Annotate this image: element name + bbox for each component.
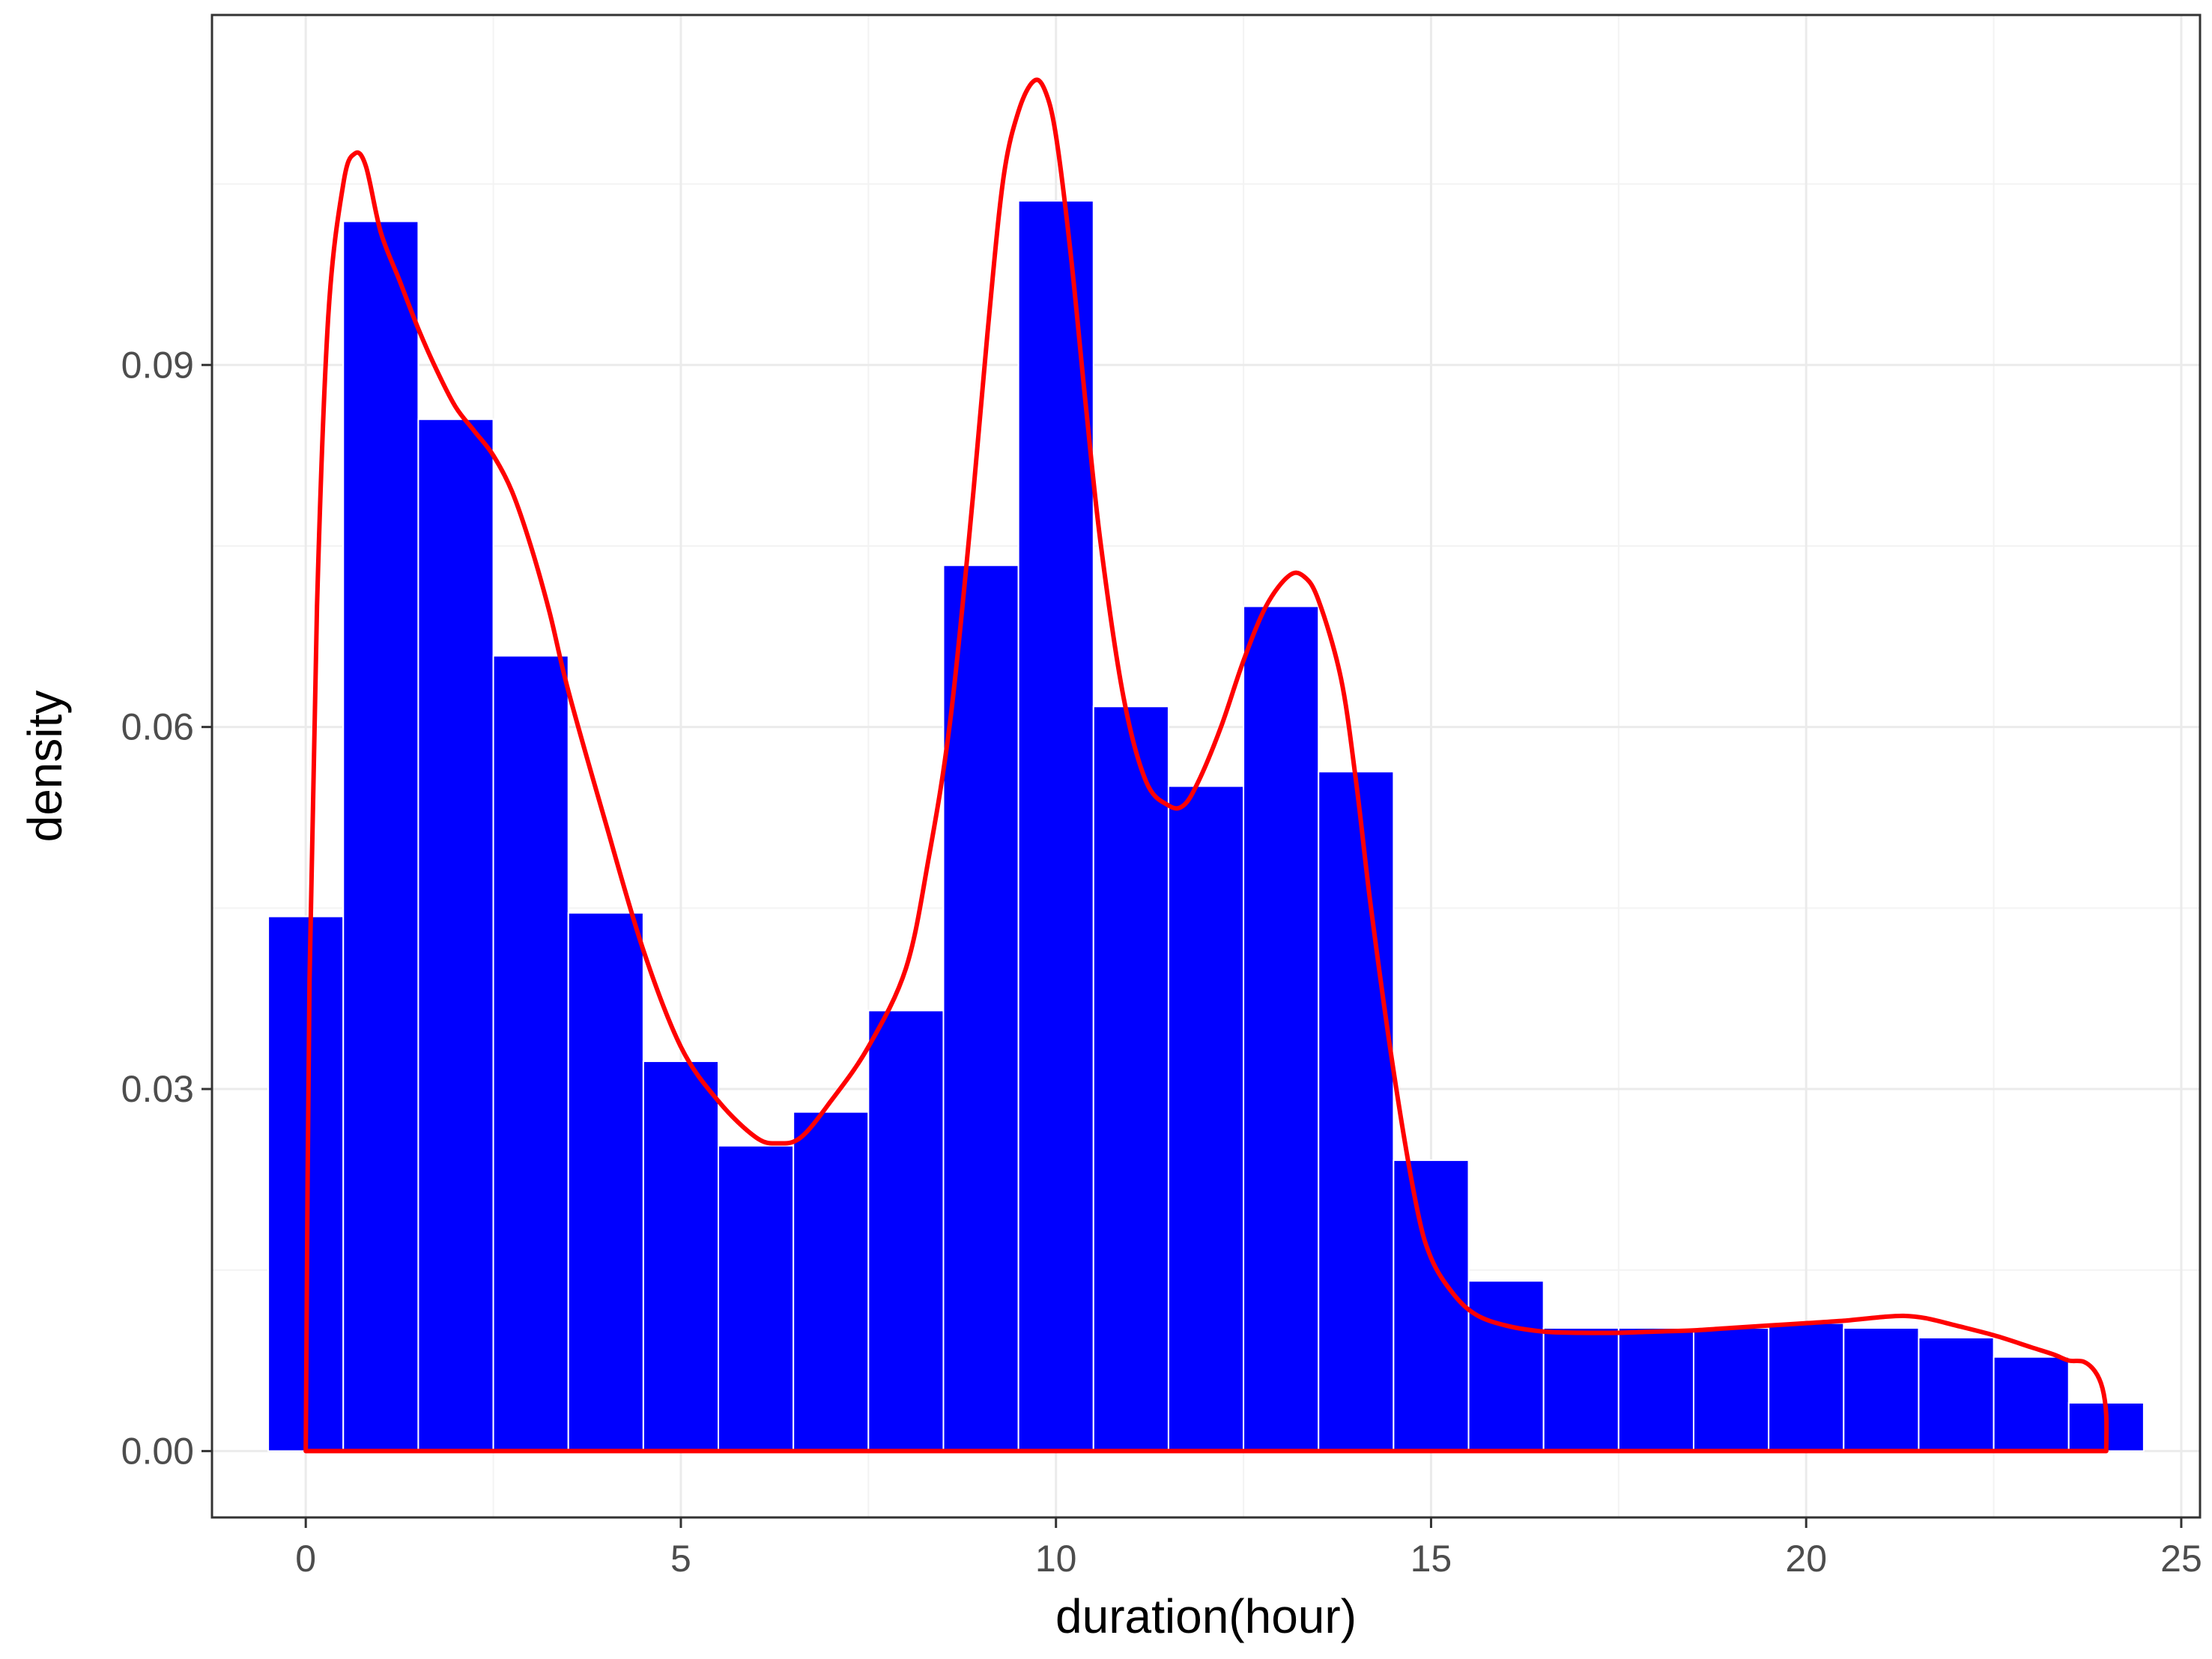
- histogram-bar: [793, 1111, 870, 1452]
- histogram-bar: [1843, 1327, 1920, 1452]
- y-tick-label: 0.09: [121, 344, 194, 386]
- x-axis-tick-labels: 0 5 10 15 20 25: [295, 1538, 2202, 1580]
- histogram-bars: [267, 200, 2145, 1452]
- x-tick-label: 20: [1785, 1538, 1827, 1580]
- axis-ticks: [201, 363, 2183, 1528]
- y-tick-label: 0.06: [121, 706, 194, 748]
- histogram-bar: [1768, 1322, 1845, 1452]
- x-tick-label: 10: [1035, 1538, 1077, 1580]
- x-tick-label: 5: [670, 1538, 691, 1580]
- y-tick-label: 0.00: [121, 1430, 194, 1472]
- x-tick-label: 25: [2160, 1538, 2202, 1580]
- histogram-bar: [1393, 1159, 1470, 1452]
- histogram-bar: [492, 655, 569, 1452]
- histogram-bar: [417, 418, 494, 1452]
- histogram-bar: [942, 564, 1019, 1452]
- histogram-bar: [1617, 1327, 1694, 1452]
- histogram-bar: [1092, 706, 1169, 1452]
- x-tick-label: 0: [295, 1538, 316, 1580]
- panel-border: [210, 13, 2202, 1519]
- x-tick-label: 15: [1410, 1538, 1452, 1580]
- y-axis-title: density: [18, 691, 72, 843]
- y-axis-tick-labels: 0.00 0.03 0.06 0.09: [121, 344, 194, 1472]
- histogram-bar: [1993, 1356, 2070, 1452]
- x-axis-title: duration(hour): [1055, 1589, 1357, 1643]
- y-tick-label: 0.03: [121, 1068, 194, 1110]
- histogram-bar: [1918, 1336, 1995, 1452]
- histogram-bar: [642, 1060, 720, 1452]
- histogram-bar: [718, 1144, 795, 1452]
- density-curve: [303, 77, 2109, 1454]
- histogram-bar: [1243, 605, 1320, 1452]
- histogram-bar: [867, 1010, 945, 1452]
- density-curve-layer: [303, 77, 2109, 1454]
- histogram-bar: [1542, 1327, 1619, 1452]
- histogram-bar: [1167, 785, 1245, 1452]
- histogram-bar: [342, 220, 419, 1452]
- histogram-bar: [1467, 1280, 1545, 1452]
- histogram-bar: [1318, 771, 1395, 1452]
- histogram-bar: [1692, 1327, 1770, 1452]
- histogram-bar: [567, 912, 644, 1452]
- histogram-bar: [1017, 200, 1094, 1452]
